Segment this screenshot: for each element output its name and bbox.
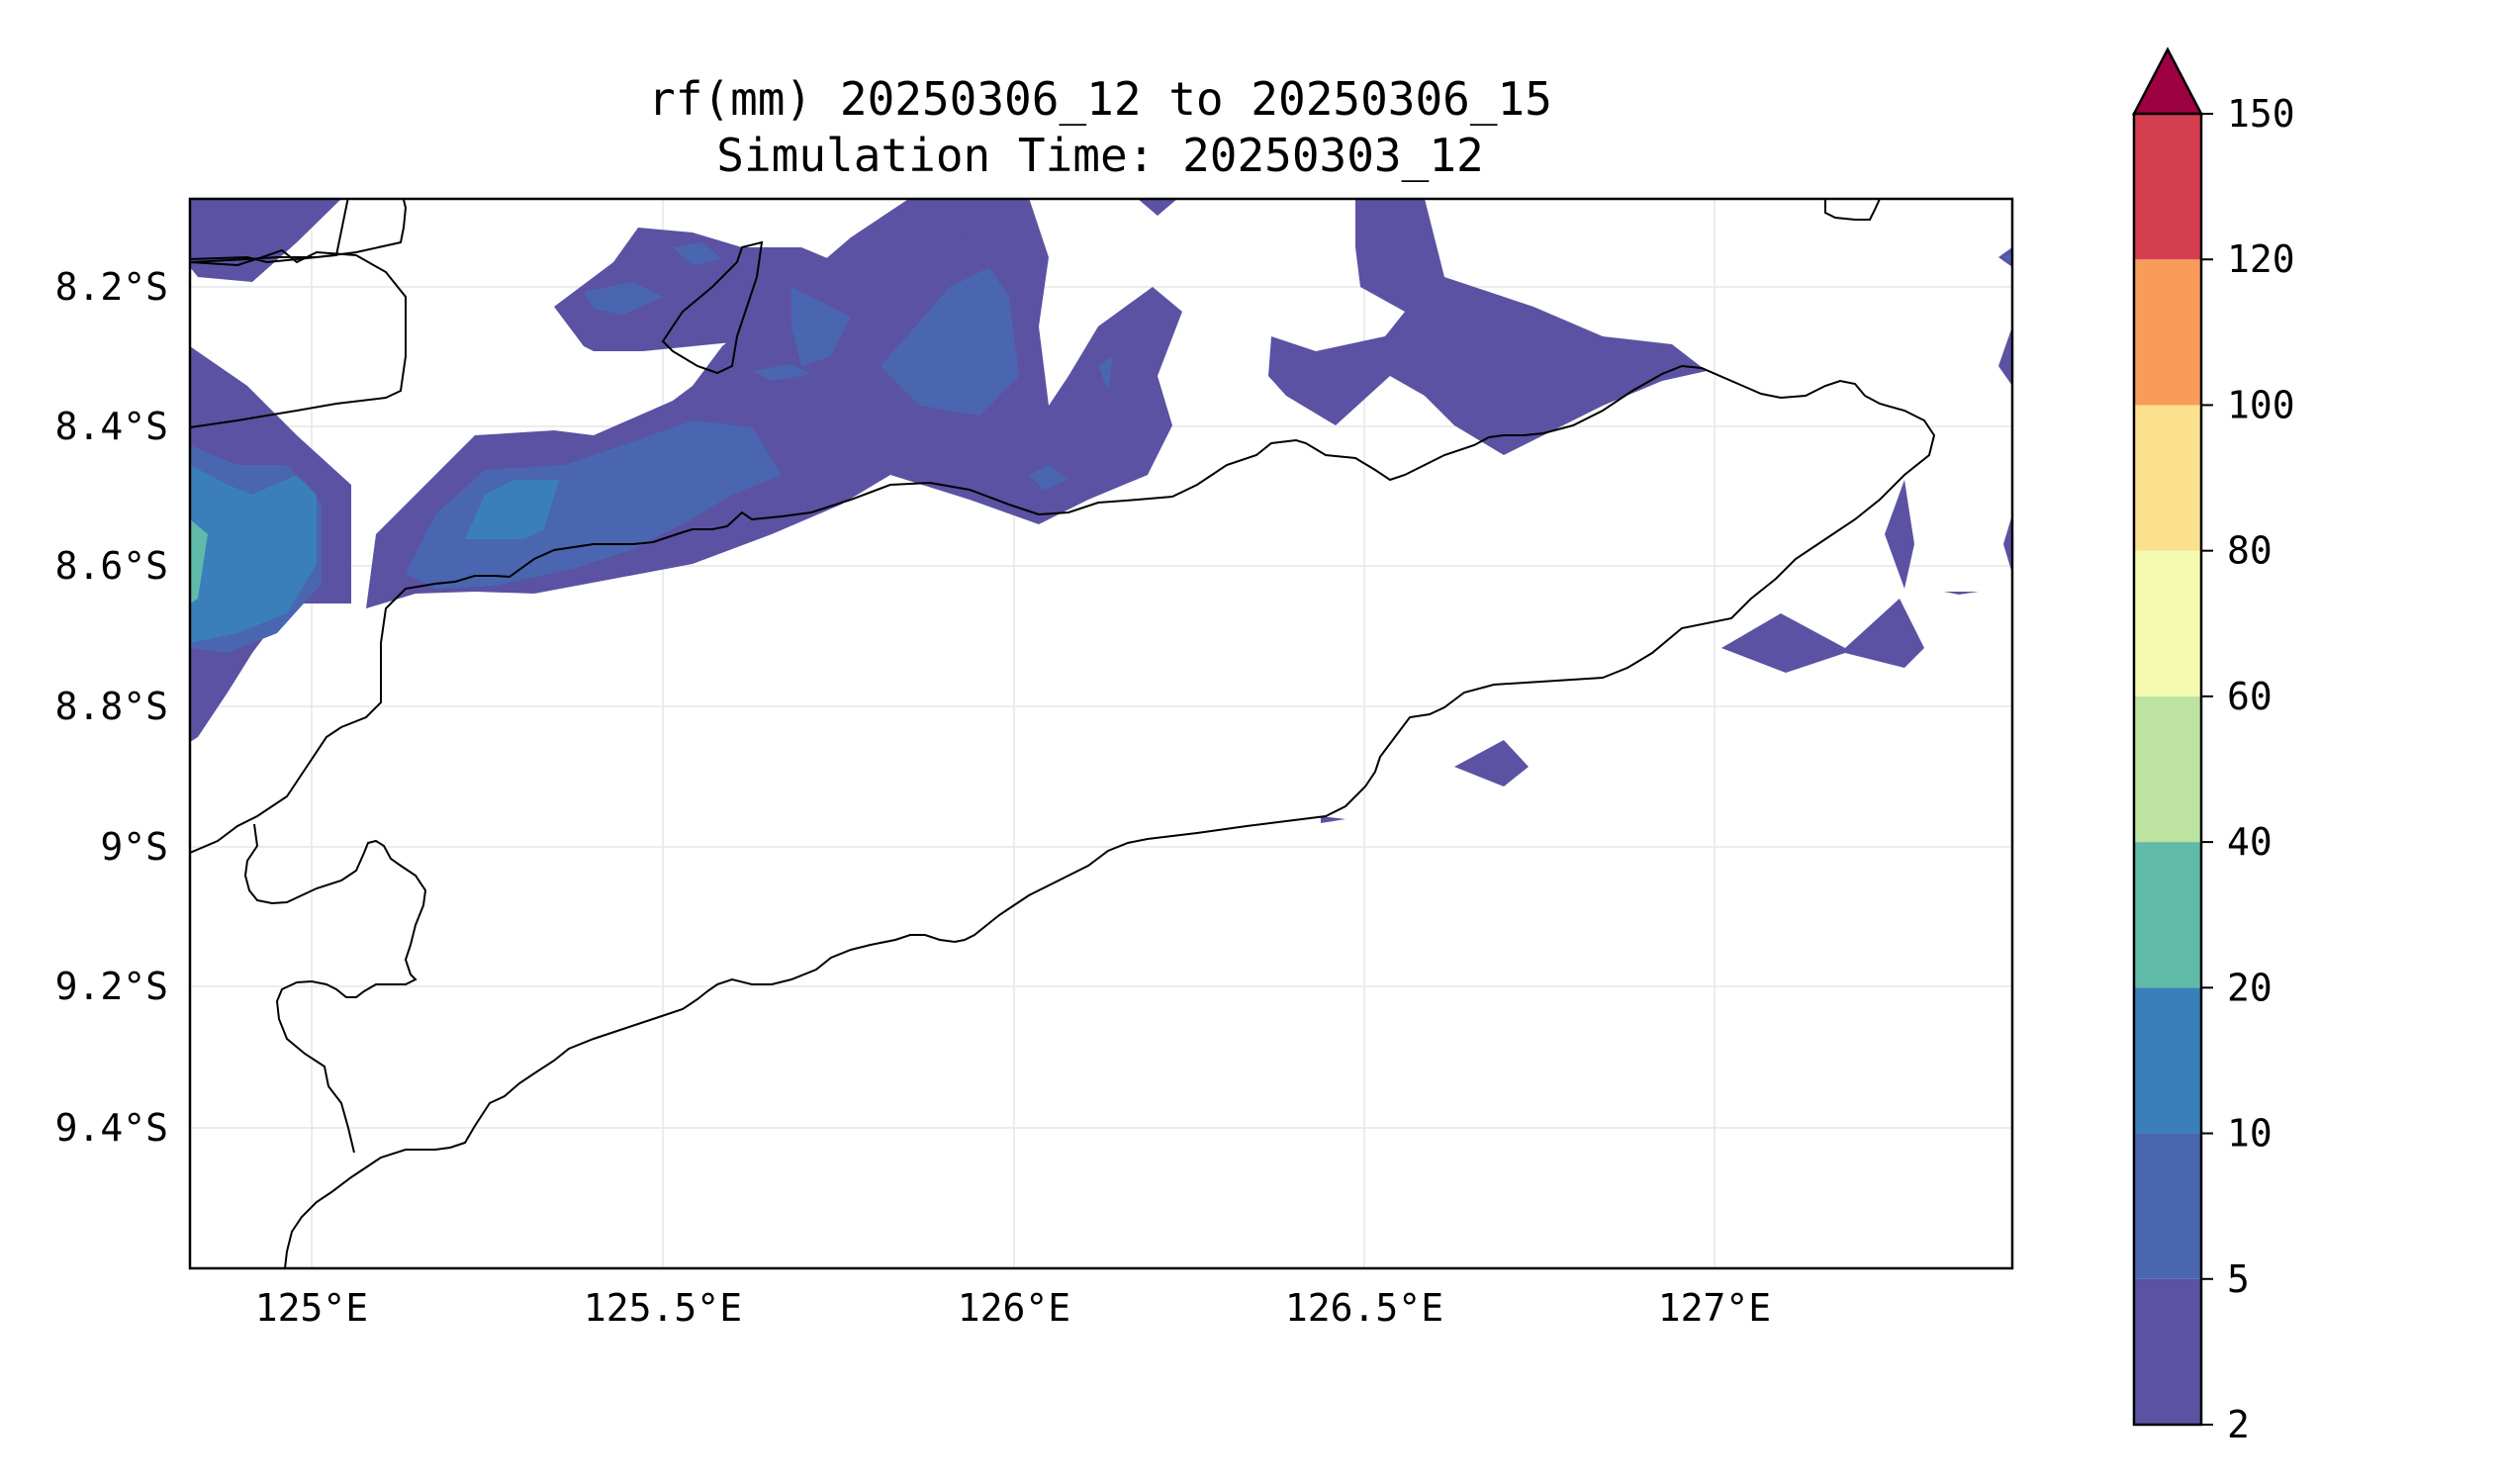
colorbar-band [2134, 1278, 2201, 1425]
colorbar-extend-triangle [2131, 46, 2204, 116]
colorbar-band [2134, 259, 2201, 406]
title-line-2: Simulation Time: 20250303_12 [716, 129, 1483, 182]
y-axis-ticks: 8.2°S 8.4°S 8.6°S 8.8°S 9°S 9.2°S 9.4°S [55, 265, 168, 1150]
colorbar-band [2134, 987, 2201, 1134]
colorbar-tick-label: 60 [2227, 675, 2272, 718]
y-tick-label: 9.2°S [55, 965, 168, 1008]
colorbar-band [2134, 696, 2201, 843]
colorbar-tick-label: 40 [2227, 820, 2272, 864]
colorbar-tick-label: 80 [2227, 529, 2272, 573]
colorbar-band [2134, 842, 2201, 988]
colorbar-outline [2132, 112, 2203, 1427]
colorbar-tick-label: 5 [2227, 1257, 2250, 1301]
colorbar-tick-label: 10 [2227, 1112, 2272, 1156]
x-tick-label: 126°E [958, 1286, 1070, 1330]
contour-20-40mm [190, 519, 208, 603]
x-tick-label: 125.5°E [584, 1286, 742, 1330]
x-axis-ticks: 125°E 125.5°E 126°E 126.5°E 127°E [255, 1286, 1771, 1330]
colorbar-band [2134, 1133, 2201, 1279]
title-line-1: rf(mm) 20250306_12 to 20250306_15 [648, 72, 1552, 126]
map-frame [188, 197, 2014, 1270]
y-tick-label: 9.4°S [55, 1106, 168, 1150]
coastlines [190, 199, 1936, 1268]
y-tick-label: 8.4°S [55, 405, 168, 448]
colorbar-tick-label: 20 [2227, 966, 2272, 1009]
y-tick-label: 9°S [100, 825, 168, 869]
x-tick-label: 126.5°E [1285, 1286, 1443, 1330]
contour-10-20mm [190, 465, 559, 643]
colorbar-band [2134, 550, 2201, 696]
x-tick-label: 125°E [255, 1286, 368, 1330]
colorbar-tick-label: 120 [2227, 237, 2295, 281]
colorbar-tick-label: 2 [2227, 1403, 2250, 1446]
y-tick-label: 8.6°S [55, 544, 168, 588]
y-tick-label: 8.8°S [55, 685, 168, 728]
colorbar: 2 5 10 20 40 60 80 100 120 150 [2131, 46, 2295, 1446]
x-tick-label: 127°E [1658, 1286, 1771, 1330]
rainfall-contours [190, 199, 2012, 823]
y-tick-label: 8.2°S [55, 265, 168, 309]
colorbar-tick-label: 150 [2227, 92, 2295, 136]
colorbar-band [2134, 405, 2201, 551]
colorbar-band [2134, 114, 2201, 260]
colorbar-tick-label: 100 [2227, 383, 2295, 426]
